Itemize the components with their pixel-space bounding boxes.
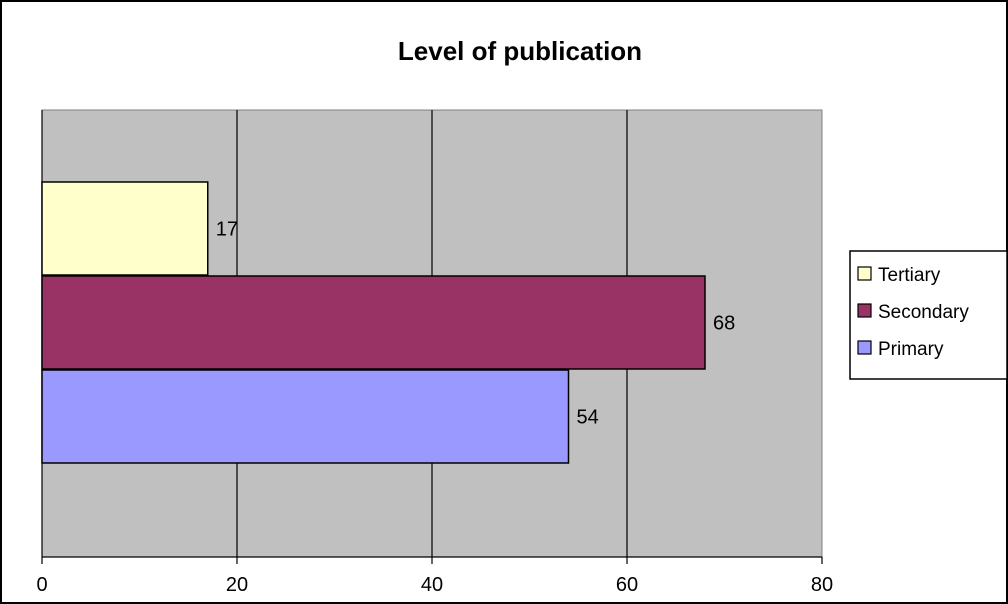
tick-label: 20 [226,574,248,596]
tick-label: 0 [36,574,47,596]
legend-swatch-primary [857,340,872,355]
tick-label: 80 [811,574,833,596]
legend-label-primary: Primary [878,339,944,360]
data-label-secondary: 68 [713,313,735,335]
x-axis-ticks: 0 20 40 60 80 [36,557,833,596]
data-label-primary: 54 [577,407,599,429]
legend-swatch-tertiary [857,266,872,281]
tick-label: 40 [421,574,443,596]
tick-label: 60 [616,574,638,596]
data-labels: 17 68 54 [216,219,736,429]
bar-primary [41,369,570,464]
legend-label-secondary: Secondary [878,302,969,323]
chart-title: Level of publication [398,36,642,66]
bars [41,181,706,464]
bar-secondary [41,275,706,370]
legend-label-tertiary: Tertiary [878,265,941,286]
data-label-tertiary: 17 [216,219,238,241]
legend-swatch-secondary [857,303,872,318]
legend: Tertiary Secondary Primary [849,250,1008,380]
legend-box [849,250,1008,380]
bar-tertiary [41,181,209,276]
